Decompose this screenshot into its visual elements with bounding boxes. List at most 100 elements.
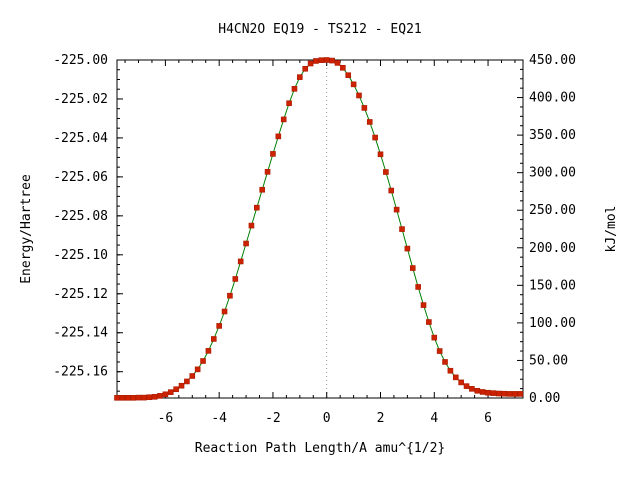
data-point xyxy=(227,292,233,299)
x-tick-label: 4 xyxy=(430,411,438,426)
data-point xyxy=(167,389,174,395)
data-point xyxy=(350,81,357,88)
data-point xyxy=(334,60,341,66)
y-tick-label: -225.10 xyxy=(53,248,108,263)
data-point xyxy=(200,358,206,364)
data-point xyxy=(119,395,126,401)
data-point xyxy=(151,394,158,400)
data-point xyxy=(431,334,438,341)
data-point xyxy=(366,119,373,125)
data-point xyxy=(291,86,298,92)
data-point xyxy=(297,74,303,80)
data-point xyxy=(377,151,384,158)
data-point xyxy=(517,391,524,397)
data-point xyxy=(135,394,142,401)
series-line xyxy=(117,59,521,399)
data-point xyxy=(124,395,131,401)
data-point xyxy=(415,284,421,290)
data-point xyxy=(157,393,163,399)
data-point xyxy=(243,240,249,247)
data-point xyxy=(479,389,486,395)
y2-tick-label: 100.00 xyxy=(529,316,576,331)
data-point xyxy=(259,186,265,193)
data-point xyxy=(340,64,346,71)
data-point xyxy=(194,366,201,373)
data-point xyxy=(495,390,502,397)
data-point xyxy=(426,319,432,325)
data-point xyxy=(383,169,389,175)
data-point xyxy=(313,58,319,64)
data-point xyxy=(254,204,260,211)
y2-tick-label: 450.00 xyxy=(529,53,576,68)
data-point xyxy=(458,379,464,386)
data-point xyxy=(404,245,411,252)
data-point xyxy=(130,395,136,401)
data-point xyxy=(307,60,314,67)
y2-tick-label: 400.00 xyxy=(529,91,576,106)
data-point xyxy=(184,378,190,385)
y-tick-label: -225.02 xyxy=(53,92,108,107)
x-tick-label: -4 xyxy=(211,411,227,426)
y-tick-label: -225.04 xyxy=(53,131,108,146)
data-point xyxy=(329,57,335,64)
y2-tick-label: 50.00 xyxy=(529,353,568,368)
y-tick-label: -225.14 xyxy=(53,326,108,341)
y-tick-label: -225.16 xyxy=(53,365,108,380)
data-point xyxy=(512,391,518,397)
x-tick-label: -2 xyxy=(265,411,281,426)
y2-tick-label: 250.00 xyxy=(529,203,576,218)
y2-axis-title: kJ/mol xyxy=(604,206,619,253)
data-point xyxy=(270,151,276,157)
y-tick-label: -225.12 xyxy=(53,287,108,302)
y2-tick-label: 0.00 xyxy=(529,391,560,406)
chart-title: H4CN2O EQ19 - TS212 - EQ21 xyxy=(218,22,422,37)
y2-tick-label: 350.00 xyxy=(529,128,576,143)
data-point xyxy=(114,395,120,401)
data-point xyxy=(178,382,185,389)
data-point xyxy=(232,276,239,282)
plot-frame xyxy=(116,59,524,399)
y-axis-title: Energy/Hartree xyxy=(19,174,34,284)
data-point xyxy=(237,258,244,265)
data-point xyxy=(318,57,325,63)
data-point xyxy=(399,226,405,232)
data-point xyxy=(485,389,491,396)
y-tick-label: -225.08 xyxy=(53,209,108,224)
x-tick-label: 6 xyxy=(484,411,492,426)
data-point xyxy=(393,206,400,213)
data-point xyxy=(506,391,513,397)
plot-area: -6 -4 -2 0 2 4 6 -225.00 -225.02 -225.04 -225.06 -2… xyxy=(53,53,576,426)
data-point xyxy=(275,133,282,140)
data-point xyxy=(372,134,378,141)
data-point xyxy=(409,265,416,271)
data-point xyxy=(442,359,448,365)
data-point xyxy=(248,222,255,229)
data-point xyxy=(361,105,368,111)
data-point xyxy=(221,308,228,315)
x-tick-label: -6 xyxy=(158,411,174,426)
data-point xyxy=(173,386,179,393)
data-point xyxy=(452,374,459,381)
y-tick-label: -225.00 xyxy=(53,53,108,68)
data-point xyxy=(490,390,497,396)
y2-tick-label: 150.00 xyxy=(529,278,576,293)
data-point xyxy=(210,336,217,342)
data-point xyxy=(356,92,362,99)
data-point xyxy=(302,65,309,72)
y2-tick-label: 300.00 xyxy=(529,166,576,181)
data-point xyxy=(323,57,330,63)
data-point xyxy=(205,348,212,354)
x-axis-title: Reaction Path Length/A amu^{1/2} xyxy=(195,441,445,456)
data-point xyxy=(388,187,395,194)
data-point xyxy=(146,394,153,401)
data-point xyxy=(474,387,481,394)
x-tick-label: 0 xyxy=(323,411,331,426)
data-point xyxy=(501,390,507,397)
data-point xyxy=(189,373,196,379)
y-tick-label: -225.06 xyxy=(53,170,108,185)
data-point xyxy=(469,386,475,392)
data-point xyxy=(447,367,454,374)
data-point xyxy=(162,391,169,398)
data-point xyxy=(286,100,292,107)
